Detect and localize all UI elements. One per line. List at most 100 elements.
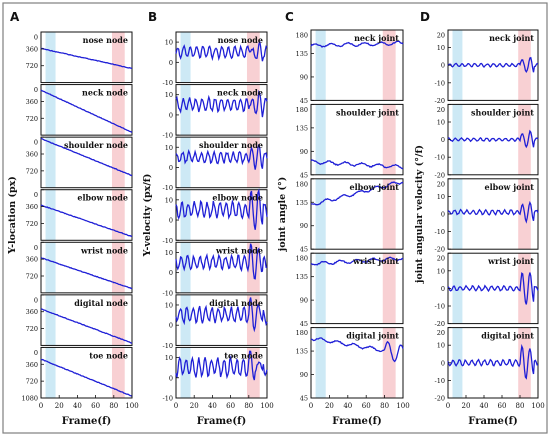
panel-a-subplot-6-pink-band	[111, 294, 125, 346]
panel-c-subplot-2-ytick-label-0: 180	[296, 106, 308, 114]
panel-c-subplot-2-blue-band	[315, 104, 326, 175]
panel-d-subplot-1-ytick-label-2: 0	[441, 62, 445, 70]
panel-b-subplot-5-frame	[175, 241, 268, 294]
panel-c-subplot-4-ytick-label-0: 180	[296, 255, 308, 263]
panel-d-letter: D	[420, 10, 430, 24]
panel-c-subplot-1-ytick-label-1: 135	[296, 50, 308, 58]
panel-a-subplot-7-ytick-label-2: 720	[26, 378, 38, 386]
panel-b-xlabel: Frame(f)	[197, 416, 246, 427]
panel-a-xtick-label-3: 60	[91, 402, 100, 410]
panel-b-subplot-7-ytick-label-1: 0	[169, 374, 173, 382]
panel-d-xtick-label-2: 40	[480, 402, 489, 410]
panel-a-subplot-4-ytick-label-0: 0	[34, 191, 38, 199]
panel-b-subplot-5-ytick-label-0: 10	[165, 249, 173, 257]
panel-a-subplot-6-ytick-label-2: 720	[26, 325, 38, 333]
panel-a-subplot-1-blue-band	[45, 32, 56, 83]
panel-d-subplot-4-ytick-label-4: -20	[435, 320, 445, 328]
panel-a-xtick-label-2: 40	[73, 402, 82, 410]
panel-b-subplot-2-frame	[175, 84, 268, 136]
panel-b-subplot-5-blue-band	[180, 242, 191, 293]
panel-d-subplot-5-label: digital joint	[481, 331, 534, 341]
panel-c-subplot-2-label: shoulder joint	[336, 107, 399, 117]
panel-d-subplot-4-blue-band	[452, 253, 463, 324]
panel-b-subplot-1-series-line	[175, 41, 268, 62]
panel-d-subplot-5-ytick-label-2: 0	[441, 359, 445, 367]
panel-d-subplot-3-ytick-label-3: -10	[435, 228, 445, 236]
panel-c-subplot-1-ytick-label-0: 180	[296, 32, 308, 40]
panel-a-subplot-7-ytick-label-3: 1080	[21, 395, 38, 403]
panel-d-subplot-5-series-line	[447, 343, 538, 380]
panel-b-subplot-6-ytick-label-0: 10	[165, 301, 173, 309]
panel-a-subplot-4-series-line	[40, 204, 133, 237]
panel-a-subplot-5-pink-band	[111, 242, 125, 293]
panel-a-subplot-6-ytick-label-1: 360	[26, 308, 38, 316]
panel-c-subplot-4-label: wrist joint	[352, 256, 399, 266]
panel-c-subplot-2-frame	[310, 103, 404, 176]
panel-d-xtick-label-5: 100	[531, 402, 544, 410]
panel-a-xtick-label-5: 100	[125, 402, 138, 410]
panel-c-subplot-2-ytick-label-1: 135	[296, 124, 308, 132]
panel-b-subplot-3-ytick-label-0: 10	[165, 144, 173, 152]
panel-b-subplot-3-ytick-label-1: 0	[169, 164, 173, 172]
panel-c-xlabel: Frame(f)	[332, 416, 381, 427]
panel-c-subplot-2-ytick-label-2: 90	[300, 148, 308, 156]
panel-a-subplot-7-pink-band	[111, 347, 125, 398]
panel-c-subplot-1-label: neck joint	[354, 33, 399, 43]
panel-b-subplot-6-blue-band	[180, 294, 191, 346]
panel-a-subplot-7-blue-band	[45, 347, 56, 398]
panel-d-subplot-2-series-line	[447, 129, 539, 149]
panel-c-subplot-1-series-line	[310, 40, 404, 48]
panel-d-subplot-5-ytick-label-0: 20	[437, 329, 445, 337]
panel-a-subplot-4-ytick-label-1: 360	[26, 203, 38, 211]
panel-a-ylabel: Y-location (px)	[7, 176, 18, 255]
panel-b-subplot-2-ytick-label-1: 0	[169, 111, 173, 119]
panel-b-subplot-4-label: elbow node	[212, 193, 263, 203]
panel-d-subplot-3-label: elbow joint	[484, 182, 534, 192]
panel-a-subplot-5-ytick-label-0: 0	[34, 244, 38, 252]
panel-a-subplot-1-pink-band	[111, 32, 125, 83]
panel-d-subplot-4-ytick-label-3: -10	[435, 303, 445, 311]
panel-b-subplot-1-ytick-label-1: 0	[169, 59, 173, 67]
panel-a-subplot-4-ytick-label-2: 720	[26, 220, 38, 228]
panel-d-subplot-5-ytick-label-3: -10	[435, 377, 445, 385]
panel-a-subplot-1-label: nose node	[83, 35, 128, 45]
panel-b-subplot-6-label: digital node	[209, 298, 263, 308]
panel-b-subplot-3-label: shoulder node	[199, 140, 263, 150]
panel-d-xtick-label-3: 60	[498, 402, 507, 410]
panel-d-subplot-1-label: neck joint	[489, 33, 534, 43]
panel-c-subplot-4-blue-band	[315, 253, 326, 324]
panel-d-subplot-2-ytick-label-3: -10	[435, 154, 445, 162]
panel-a-xlabel: Frame(f)	[62, 416, 111, 427]
panel-a-subplot-2-frame	[40, 84, 133, 136]
panel-b-subplot-2-blue-band	[180, 84, 191, 136]
panel-a-subplot-3-blue-band	[45, 137, 56, 188]
panel-b-letter: B	[148, 10, 157, 24]
panel-d-subplot-4-ytick-label-0: 20	[437, 255, 445, 263]
panel-c-subplot-4-ytick-label-2: 90	[300, 297, 308, 305]
panel-d-subplot-4-ytick-label-2: 0	[441, 285, 445, 293]
panel-d-subplot-1-ytick-label-3: -10	[435, 79, 445, 87]
panel-a-subplot-3-frame	[40, 136, 133, 189]
panel-c-subplot-1-pink-band	[382, 30, 396, 101]
panel-c-xtick-label-4: 80	[380, 402, 389, 410]
panel-d-subplot-4-series-line	[447, 272, 539, 305]
panel-a-subplot-7-label: toe node	[89, 350, 128, 360]
panel-a-subplot-5-frame	[40, 241, 133, 294]
panel-b-xtick-label-0: 0	[174, 402, 178, 410]
panel-b-subplot-2-ytick-label-2: -10	[163, 132, 173, 140]
panel-d-subplot-3-series-line	[447, 200, 539, 224]
panel-c-subplot-5-series-line	[310, 337, 404, 363]
panel-c-subplot-2-ytick-label-3: 45	[300, 171, 308, 179]
panel-b-subplot-3-series-line	[175, 144, 268, 170]
panel-a-subplot-2-pink-band	[111, 84, 125, 136]
panel-a-subplot-1-ytick-label-2: 720	[26, 62, 38, 70]
panel-a-subplot-4-pink-band	[111, 189, 125, 241]
panel-b-subplot-5-ytick-label-2: -10	[163, 289, 173, 297]
panel-c-subplot-5-label: digital joint	[346, 331, 399, 341]
panel-b-subplot-3-ytick-label-2: -10	[163, 184, 173, 192]
panel-d-xlabel: Frame(f)	[468, 416, 517, 427]
panel-a-subplot-6-ytick-label-0: 0	[34, 296, 38, 304]
panel-a-xtick-label-1: 20	[55, 402, 64, 410]
